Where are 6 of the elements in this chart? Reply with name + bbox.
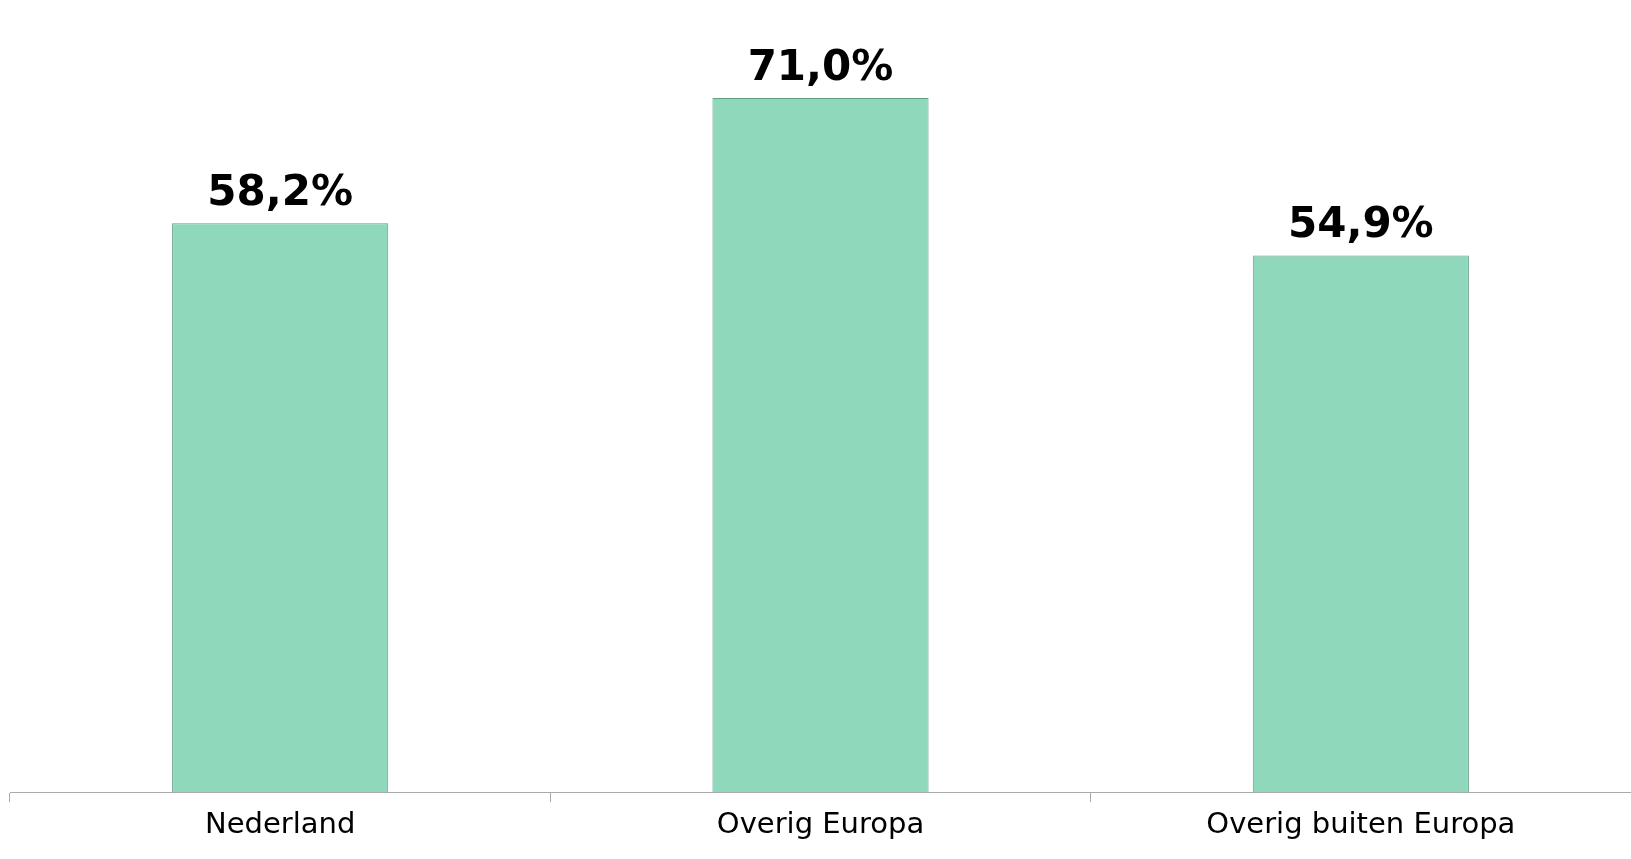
x-tick-label: Overig buiten Europa (1206, 806, 1516, 841)
data-label: 58,2% (207, 166, 354, 216)
x-tick-label: Overig Europa (716, 806, 925, 841)
x-tick-label: Nederland (205, 806, 356, 841)
data-label: 54,9% (1287, 198, 1434, 248)
data-label: 71,0% (747, 40, 894, 90)
